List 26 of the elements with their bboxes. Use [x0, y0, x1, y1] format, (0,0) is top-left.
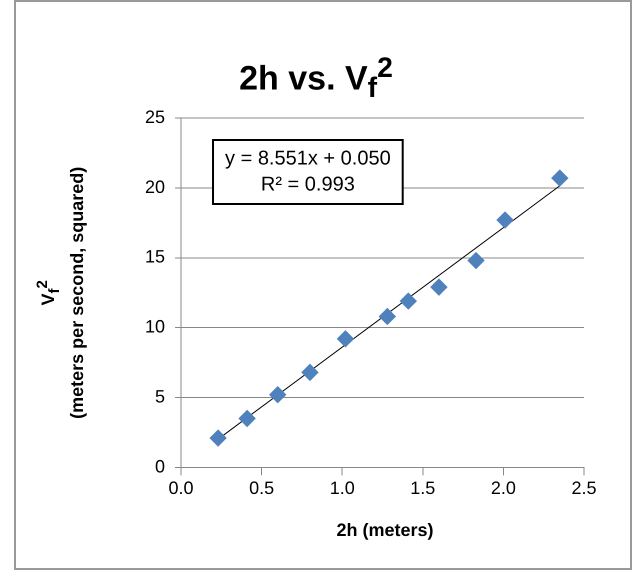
point [400, 292, 417, 310]
annotation: R² = 0.993 [260, 174, 355, 196]
y-tick-label: 15 [144, 246, 166, 267]
point [238, 410, 256, 427]
point [336, 330, 354, 348]
x-tick-label: 0.5 [249, 478, 274, 498]
point [269, 386, 286, 404]
x-tick-label: 2.0 [490, 478, 516, 498]
point [378, 308, 396, 325]
point [468, 252, 484, 270]
annotation: y = 8.551x + 0.050 [225, 148, 391, 170]
y-tick-label: 25 [144, 106, 166, 127]
x-tick-label: 1.5 [410, 478, 436, 498]
point [210, 430, 227, 447]
y-tick-label: 5 [155, 386, 166, 406]
y-tick-label: 20 [144, 176, 166, 197]
point [301, 364, 318, 381]
x-tick-label: 0.0 [168, 478, 194, 498]
x-tick-label: 2.5 [571, 478, 597, 498]
x-axis-title: 2h (meters) [335, 520, 435, 541]
point [496, 212, 514, 229]
y-tick-label: 0 [155, 456, 166, 476]
y-tick-label: 10 [144, 316, 166, 337]
point [551, 170, 568, 187]
x-tick-label: 1.0 [330, 478, 355, 498]
point [430, 278, 448, 296]
